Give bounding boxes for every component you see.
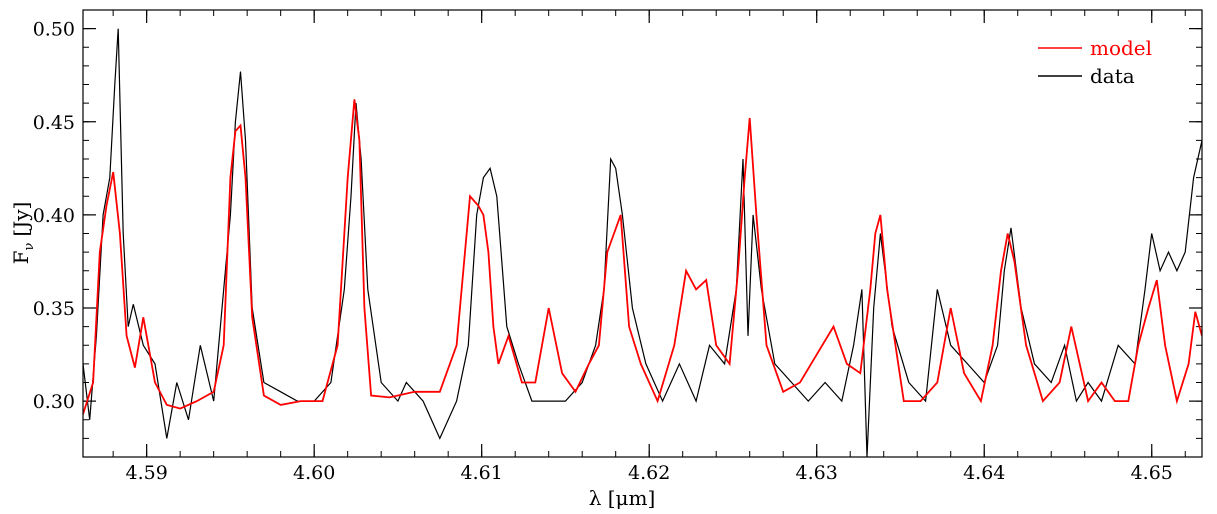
y-tick-label: 0.30 [33, 391, 75, 413]
legend: model data [1038, 36, 1152, 88]
y-tick-label: 0.45 [33, 112, 75, 134]
x-tick-label: 4.65 [1131, 462, 1173, 484]
y-axis-title-unit: [Jy] [9, 202, 33, 237]
series-line-model [83, 99, 1202, 415]
plot-frame [82, 9, 1203, 458]
major-ticks [83, 10, 1202, 457]
y-tick-label: 0.35 [33, 298, 75, 320]
x-axis-title: λ [μm] [589, 486, 656, 510]
svg-text:Fν[Jy]: Fν [Jy] [9, 202, 37, 265]
y-tick-label: 0.50 [33, 19, 75, 41]
x-tick-label: 4.61 [461, 462, 503, 484]
x-tick-label: 4.60 [293, 462, 335, 484]
legend-label-data: data [1090, 64, 1135, 88]
x-tick-label: 4.62 [628, 462, 670, 484]
y-tick-labels: 0.30 0.35 0.40 0.45 0.50 [33, 19, 75, 414]
y-axis-title-main: F [9, 250, 33, 264]
series-line-data [83, 28, 1202, 457]
y-tick-label: 0.40 [33, 205, 75, 227]
x-tick-label: 4.64 [963, 462, 1005, 484]
series-layer [83, 28, 1202, 457]
y-axis-title: Fν [Jy] [9, 202, 37, 265]
x-tick-labels: 4.59 4.60 4.61 4.62 4.63 4.64 4.65 [125, 462, 1172, 484]
y-axis-title-sub: ν [22, 242, 37, 250]
legend-label-model: model [1090, 36, 1152, 60]
x-tick-label: 4.59 [125, 462, 167, 484]
x-tick-label: 4.63 [796, 462, 838, 484]
